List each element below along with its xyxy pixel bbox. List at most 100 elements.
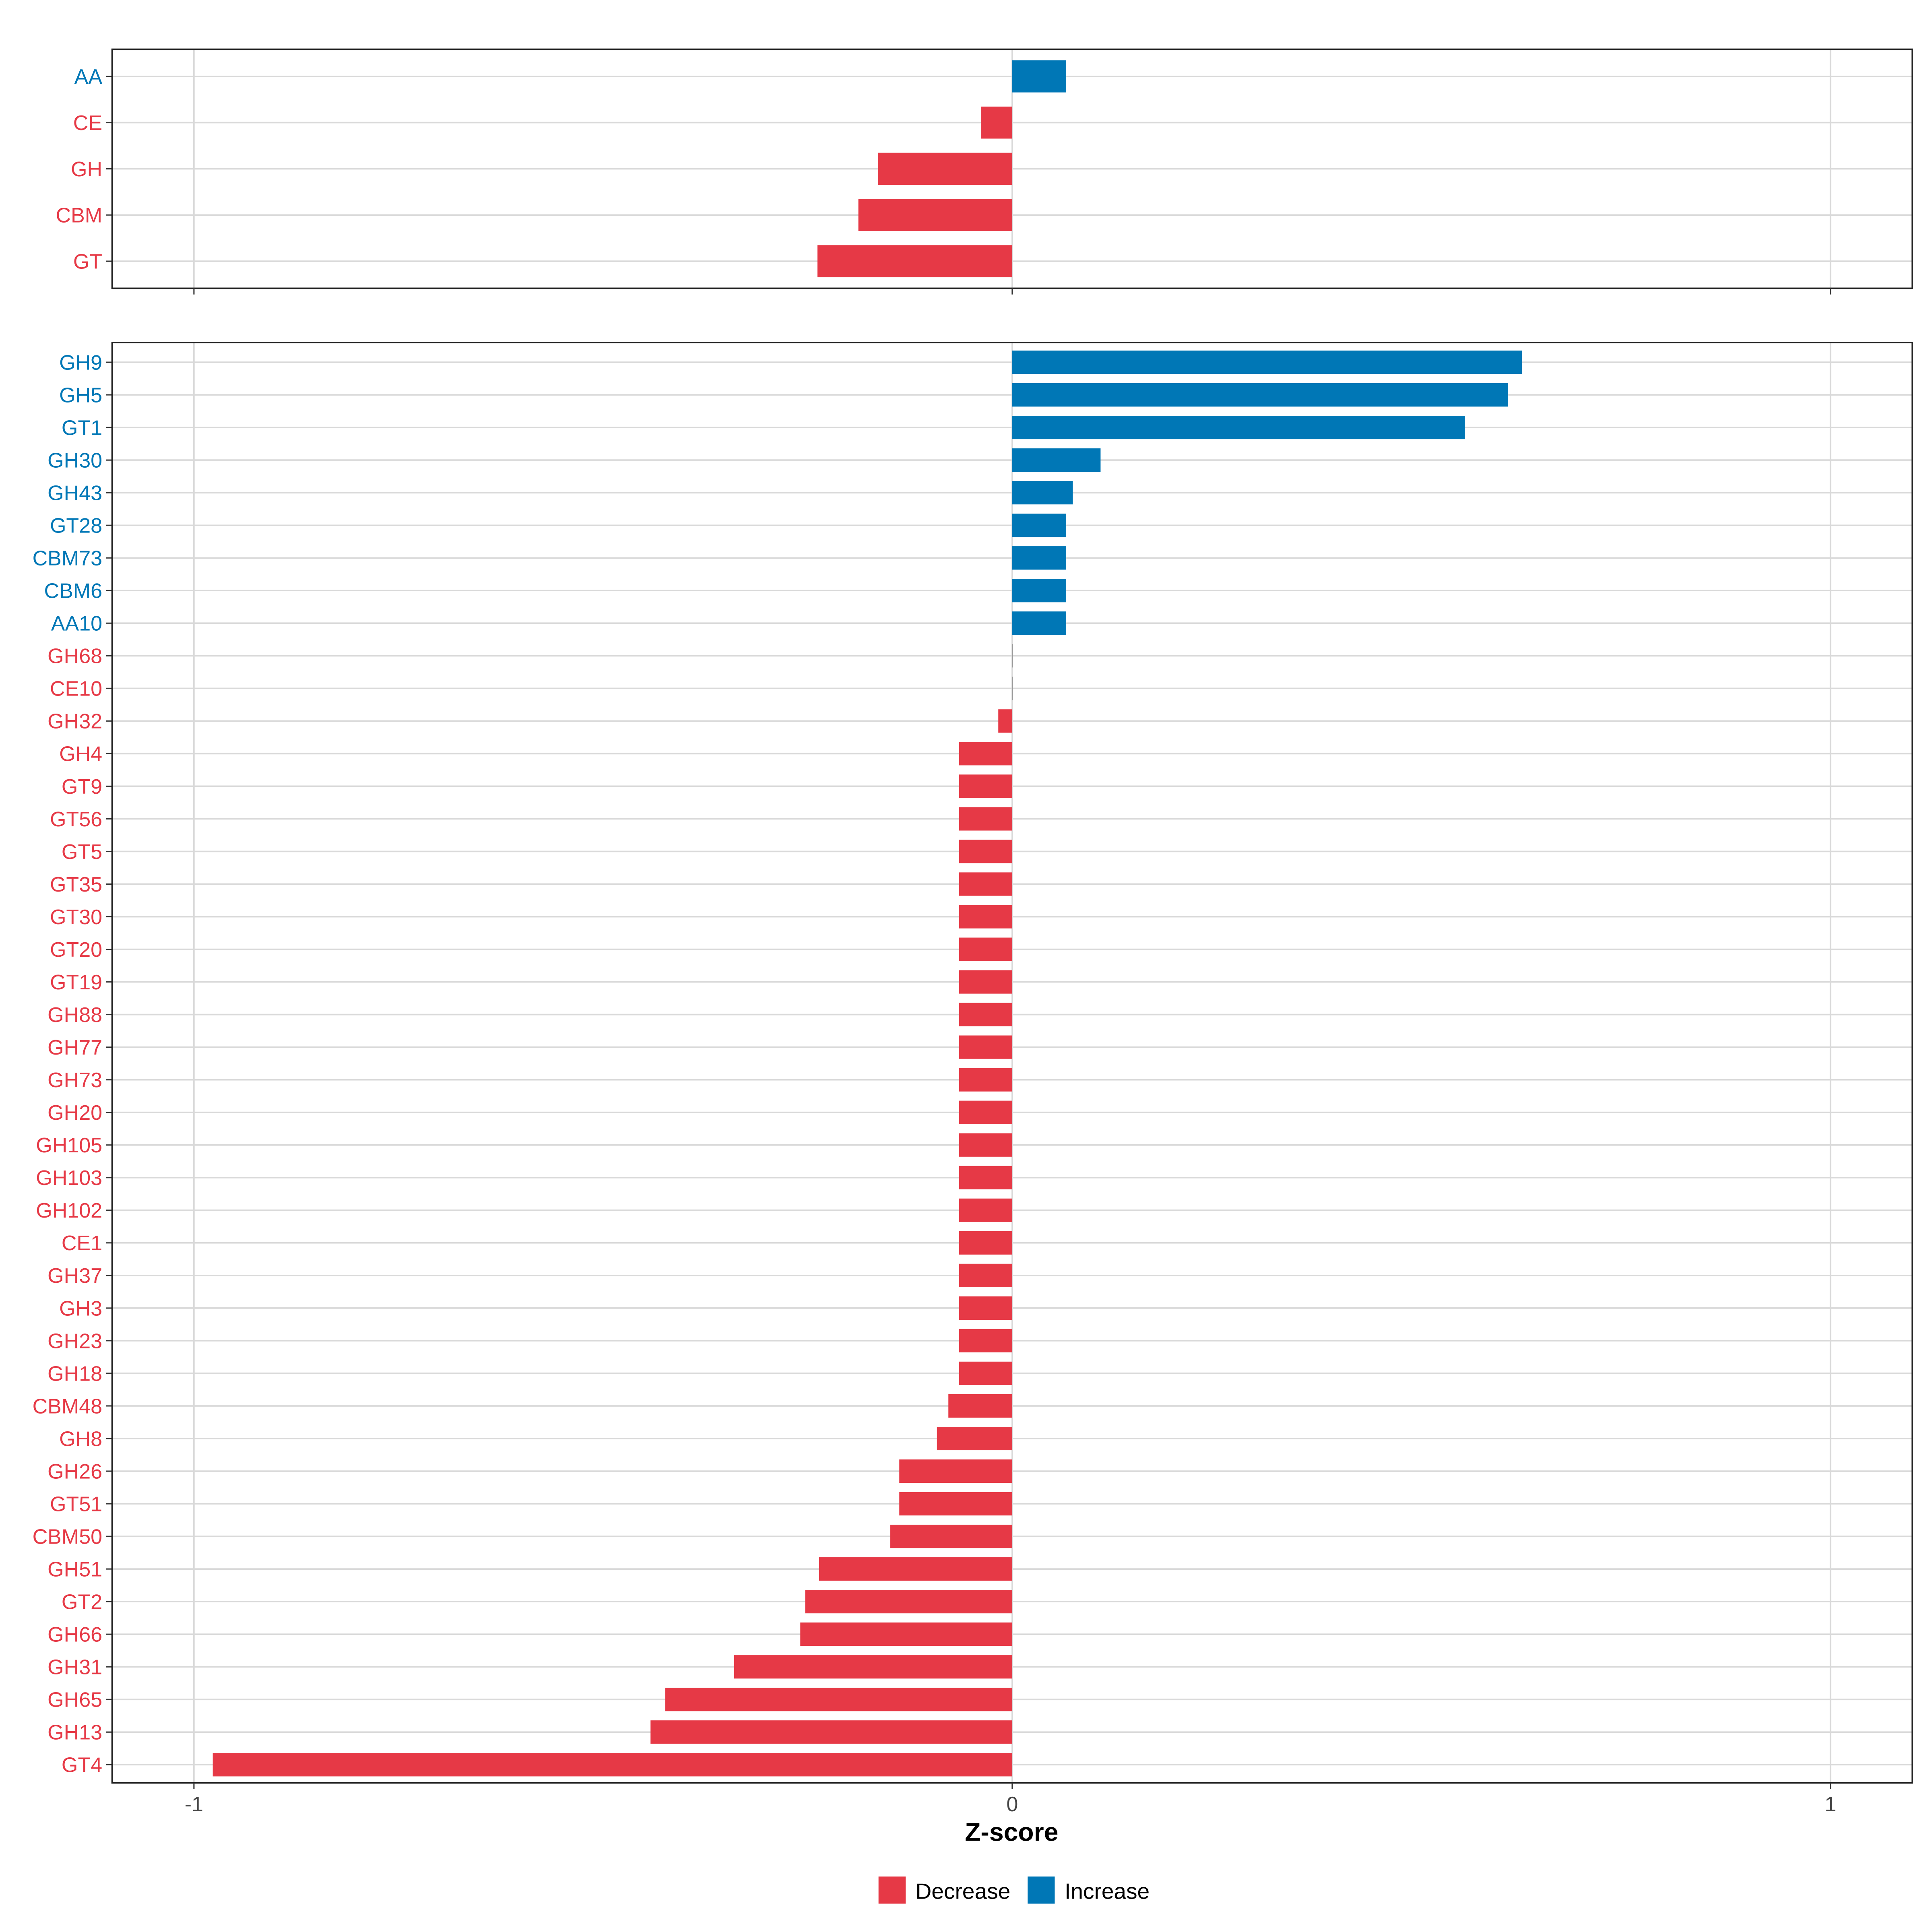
y-tick-label: AA10 bbox=[51, 612, 102, 636]
y-tick-label: GT4 bbox=[62, 1754, 102, 1777]
y-tick-label: GH13 bbox=[47, 1721, 102, 1744]
bar-GT56 bbox=[959, 807, 1012, 831]
legend-label-decrease: Decrease bbox=[915, 1878, 1010, 1903]
y-tick-label: GH32 bbox=[47, 710, 102, 733]
bar-GH105 bbox=[959, 1133, 1012, 1157]
y-tick-label: GH18 bbox=[47, 1362, 102, 1385]
y-tick-label: CE1 bbox=[62, 1232, 102, 1255]
bar-CBM50 bbox=[890, 1525, 1012, 1548]
bar-GH4 bbox=[959, 742, 1012, 766]
bar-GT9 bbox=[959, 774, 1012, 798]
bar-GH68 bbox=[1012, 644, 1013, 668]
y-tick-label: GH26 bbox=[47, 1460, 102, 1483]
y-tick-label: GH23 bbox=[47, 1329, 102, 1353]
y-tick-label: GH31 bbox=[47, 1656, 102, 1679]
y-tick-label: GT bbox=[73, 250, 102, 273]
bar-AA bbox=[1012, 60, 1066, 93]
bar-GH31 bbox=[734, 1655, 1012, 1679]
bar-GH9 bbox=[1012, 350, 1522, 374]
legend-swatch-decrease bbox=[878, 1876, 906, 1904]
bar-GH77 bbox=[959, 1035, 1012, 1059]
y-tick-label: GH5 bbox=[59, 384, 102, 407]
bar-AA10 bbox=[1012, 611, 1066, 635]
bar-GT2 bbox=[805, 1590, 1012, 1614]
bar-GH bbox=[878, 153, 1012, 185]
bar-GH65 bbox=[665, 1688, 1012, 1711]
y-tick-label: GH51 bbox=[47, 1558, 102, 1581]
bar-GT bbox=[817, 245, 1012, 277]
panel-top: AA CE GH CBM GT bbox=[56, 48, 1913, 295]
bar-GH13 bbox=[650, 1720, 1012, 1744]
bar-GH102 bbox=[959, 1198, 1012, 1222]
y-tick-label: GT1 bbox=[62, 416, 102, 440]
bar-GH51 bbox=[819, 1557, 1012, 1581]
y-tick-label: GH20 bbox=[47, 1101, 102, 1125]
y-tick-label: GH66 bbox=[47, 1623, 102, 1647]
bar-GT1 bbox=[1012, 415, 1465, 440]
y-tick-label: AA bbox=[74, 65, 103, 89]
y-tick-label: GT56 bbox=[50, 808, 102, 831]
legend: Decrease Increase bbox=[878, 1876, 1150, 1904]
bar-GT35 bbox=[959, 872, 1012, 896]
y-tick-label: GH9 bbox=[59, 351, 102, 374]
bar-CBM6 bbox=[1012, 579, 1066, 603]
y-tick-label: GH88 bbox=[47, 1003, 102, 1027]
y-tick-label: GT5 bbox=[62, 840, 102, 864]
bar-GT51 bbox=[899, 1492, 1012, 1516]
y-tick-label: CE bbox=[73, 111, 102, 135]
y-tick-label: GT2 bbox=[62, 1591, 102, 1614]
bar-CBM73 bbox=[1012, 546, 1066, 570]
x-axis-title: Z-score bbox=[965, 1817, 1058, 1846]
y-tick-label: CBM73 bbox=[33, 547, 103, 570]
bar-CE1 bbox=[959, 1231, 1012, 1255]
bar-GH26 bbox=[899, 1459, 1012, 1483]
bar-GH103 bbox=[959, 1166, 1012, 1189]
panel-bottom: GH9 GH5 GT1 GH30 GH43 GT28 CBM73 CBM6 AA10 GH68 CE… bbox=[33, 342, 1913, 1789]
bar-GT4 bbox=[213, 1753, 1012, 1777]
y-tick-label: GT20 bbox=[50, 938, 102, 962]
y-tick-label: CBM bbox=[56, 204, 102, 227]
y-tick-label: GH68 bbox=[47, 645, 102, 668]
y-tick-label: GH105 bbox=[36, 1134, 102, 1157]
y-tick-label: GH8 bbox=[59, 1427, 102, 1451]
y-tick-label: GH30 bbox=[47, 449, 102, 472]
bar-GH5 bbox=[1012, 383, 1508, 407]
bar-GH8 bbox=[937, 1426, 1012, 1451]
y-tick-label: GT9 bbox=[62, 775, 102, 799]
y-tick-label: CBM50 bbox=[33, 1525, 103, 1548]
y-tick-label: GH4 bbox=[59, 743, 102, 766]
y-tick-label: GH3 bbox=[59, 1297, 102, 1320]
bar-GT30 bbox=[959, 905, 1012, 929]
y-tick-label: GT28 bbox=[50, 514, 102, 538]
bar-GH66 bbox=[800, 1622, 1012, 1646]
bar-GH20 bbox=[959, 1100, 1012, 1124]
legend-label-increase: Increase bbox=[1065, 1878, 1150, 1903]
bar-CE10 bbox=[1012, 677, 1013, 700]
y-tick-label: CE10 bbox=[50, 677, 102, 701]
y-tick-label: GH77 bbox=[47, 1036, 102, 1059]
bar-GT20 bbox=[959, 937, 1012, 961]
y-tick-label: GT19 bbox=[50, 971, 102, 994]
bar-GT19 bbox=[959, 970, 1012, 994]
y-tick-label: GH102 bbox=[36, 1199, 102, 1222]
y-tick-label: GT51 bbox=[50, 1492, 102, 1516]
bar-GH37 bbox=[959, 1263, 1012, 1287]
bar-CE bbox=[981, 106, 1012, 139]
y-tick-label: GH43 bbox=[47, 481, 102, 505]
bar-GH18 bbox=[959, 1361, 1012, 1385]
bar-GT5 bbox=[959, 840, 1012, 863]
bar-GH30 bbox=[1012, 448, 1101, 472]
bar-CBM bbox=[858, 199, 1012, 231]
bar-GH73 bbox=[959, 1068, 1012, 1092]
y-tick-label: GH37 bbox=[47, 1264, 102, 1288]
y-tick-label: GH65 bbox=[47, 1688, 102, 1712]
bar-CBM48 bbox=[948, 1394, 1012, 1418]
y-tick-label: GT30 bbox=[50, 906, 102, 929]
bar-GH3 bbox=[959, 1296, 1012, 1320]
x-tick-label: 0 bbox=[1006, 1793, 1018, 1816]
y-tick-label: CBM6 bbox=[44, 580, 103, 603]
bar-GH88 bbox=[959, 1003, 1012, 1026]
y-tick-label: CBM48 bbox=[33, 1395, 103, 1418]
bar-GT28 bbox=[1012, 514, 1066, 537]
